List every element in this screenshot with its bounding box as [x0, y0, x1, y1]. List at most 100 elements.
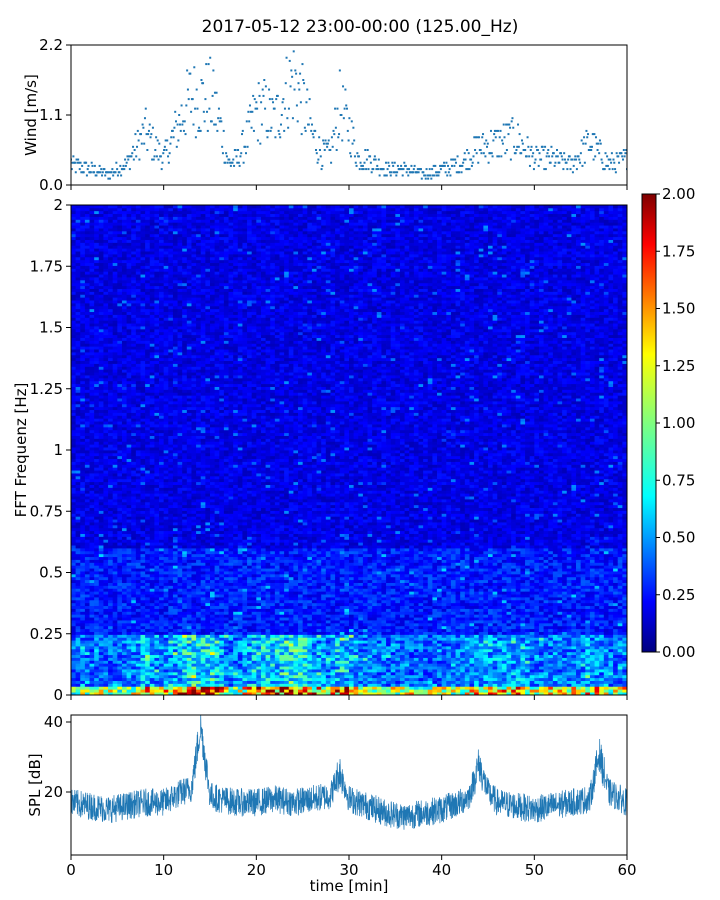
spectrogram-cell [84, 424, 90, 428]
spectrogram-cell [168, 340, 174, 344]
spectrogram-cell [131, 412, 137, 416]
spectrogram-cell [112, 213, 118, 217]
spectrogram-cell [126, 406, 132, 411]
spectrogram-cell [149, 582, 155, 586]
spectrogram-cell [145, 305, 151, 310]
spectrogram-cell [145, 303, 151, 307]
spectrogram-cell [84, 637, 90, 641]
spectrogram-cell [172, 331, 178, 336]
spectrogram-cell [121, 507, 127, 511]
spectrogram-cell [145, 288, 151, 292]
spectrogram-cell [168, 510, 174, 514]
spectrogram-cell [112, 452, 118, 457]
spectrogram-cell [135, 357, 141, 362]
spectrogram-cell [71, 458, 77, 462]
wind-point [226, 161, 229, 164]
spectrogram-cell [84, 542, 90, 546]
wind-point [266, 136, 269, 139]
wind-point [511, 117, 514, 120]
spectrogram-cell [145, 207, 151, 212]
wind-point [238, 164, 241, 167]
spectrogram-cell [108, 671, 114, 676]
spectrogram-cell [182, 369, 188, 373]
spectrogram-cell [177, 375, 183, 379]
spectrogram-cell [121, 372, 127, 376]
spectrogram-cell [98, 507, 104, 511]
wind-point [206, 129, 209, 132]
wind-point [377, 158, 380, 161]
spectrogram-cell [108, 625, 114, 630]
spectrogram-cell [135, 458, 141, 462]
spectrogram-cell [182, 527, 188, 532]
spectrogram-cell [80, 478, 86, 483]
spectrogram-cell [94, 426, 100, 431]
spectrogram-cell [159, 660, 165, 664]
spectrogram-cell [168, 674, 174, 679]
spectrogram-cell [112, 608, 118, 612]
spectrogram-cell [182, 334, 188, 338]
spectrogram-cell [140, 556, 146, 560]
wind-point [403, 161, 406, 164]
spectrogram-cell [154, 239, 160, 243]
spectrogram-cell [71, 631, 77, 635]
spectrogram-cell [84, 409, 90, 413]
spectrogram-cell [80, 424, 86, 428]
spectrogram-cell [135, 450, 141, 454]
spectrogram-cell [126, 357, 132, 362]
spectrogram-cell [135, 392, 141, 396]
spectrogram-cell [168, 225, 174, 229]
spectrogram-cell [121, 285, 127, 289]
spectrogram-cell [182, 510, 188, 514]
wind-point [183, 120, 186, 123]
spectrogram-cell [163, 605, 169, 609]
spectrogram-cell [98, 585, 104, 589]
spectrogram-cell [182, 401, 188, 405]
spectrogram-cell [84, 677, 90, 681]
spectrogram-cell [84, 608, 90, 612]
spectrogram-cell [140, 524, 146, 529]
spectrogram-cell [168, 398, 174, 402]
spectrogram-cell [149, 372, 155, 376]
spectrogram-cell [80, 669, 86, 673]
spectrogram-cell [94, 481, 100, 485]
spectrogram-cell [131, 643, 137, 647]
spectrogram-cell [84, 640, 90, 644]
wind-point [326, 145, 329, 148]
spectrogram-cell [121, 475, 127, 480]
spectrogram-cell [145, 360, 151, 364]
spectrogram-cell [108, 464, 114, 468]
spectrogram-cell [182, 256, 188, 261]
spectrogram-cell [121, 230, 127, 235]
spectrogram-cell [103, 213, 109, 217]
spectrogram-cell [108, 349, 114, 353]
spectrogram-cell [149, 539, 155, 543]
spectrogram-cell [89, 383, 95, 387]
spectrogram-cell [163, 242, 169, 246]
spectrogram-cell [98, 478, 104, 483]
spectrogram-cell [84, 522, 90, 526]
spectrogram-cell [84, 268, 90, 272]
spectrogram-cell [172, 490, 178, 494]
spectrogram-cell [140, 435, 146, 439]
spectrogram-cell [163, 458, 169, 462]
spectrogram-cell [159, 617, 165, 621]
spectrogram-cell [172, 392, 178, 396]
spectrogram-cell [182, 415, 188, 419]
spectrogram-cell [177, 401, 183, 405]
spectrogram-cell [172, 680, 178, 684]
spectrogram-cell [145, 588, 151, 592]
spectrogram-cell [103, 236, 109, 240]
spectrogram-cell [168, 282, 174, 287]
spectrogram-cell [103, 559, 109, 563]
spectrogram-cell [159, 277, 165, 281]
spectrogram-cell [103, 597, 109, 601]
spectrogram-cell [145, 542, 151, 546]
spectrogram-cell [172, 640, 178, 644]
spectrogram-cell [84, 648, 90, 653]
spectrogram-cell [112, 308, 118, 313]
spectrogram-cell [168, 548, 174, 552]
spectrogram-cell [163, 277, 169, 281]
spectrogram-cell [117, 233, 123, 238]
spectrogram-cell [71, 369, 77, 373]
spectrogram-cell [112, 279, 118, 284]
